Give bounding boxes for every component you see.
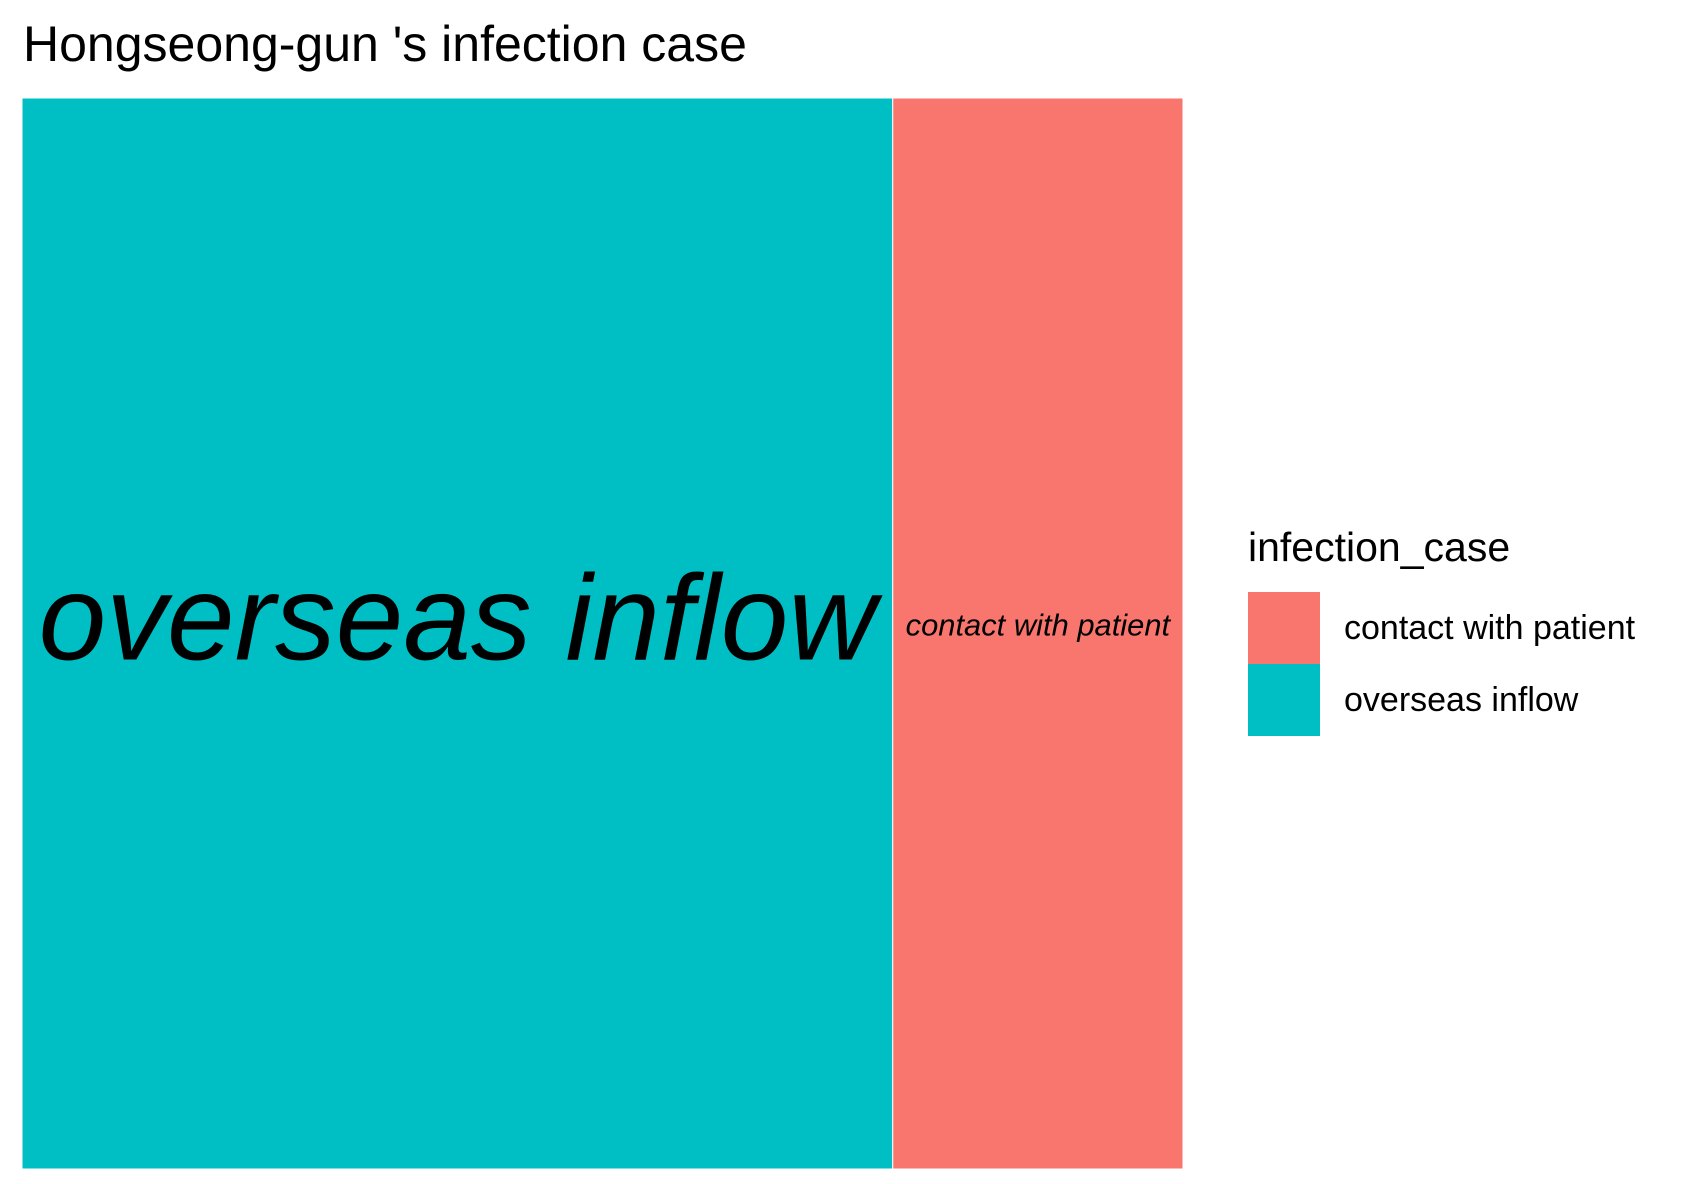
legend-key-contact-with-patient xyxy=(1248,592,1320,664)
chart-title: Hongseong-gun 's infection case xyxy=(23,16,747,72)
legend-title: infection_case xyxy=(1248,524,1511,570)
tile-rect-contact-with-patient xyxy=(892,97,1184,1170)
legend-key-overseas-inflow xyxy=(1248,664,1320,736)
legend-label-contact-with-patient: contact with patient xyxy=(1344,609,1636,647)
tile-label-overseas-inflow: overseas inflow xyxy=(39,550,884,686)
treemap-tile-overseas-inflow: overseas inflow xyxy=(21,97,894,1170)
tile-label-contact-with-patient: contact with patient xyxy=(906,608,1172,643)
legend-item-contact-with-patient: contact with patient xyxy=(1248,592,1688,664)
legend-item-overseas-inflow: overseas inflow xyxy=(1248,664,1688,736)
treemap-tile-contact-with-patient: contact with patient xyxy=(892,97,1184,1170)
tile-rect-overseas-inflow xyxy=(21,97,894,1170)
legend-label-overseas-inflow: overseas inflow xyxy=(1344,681,1579,719)
